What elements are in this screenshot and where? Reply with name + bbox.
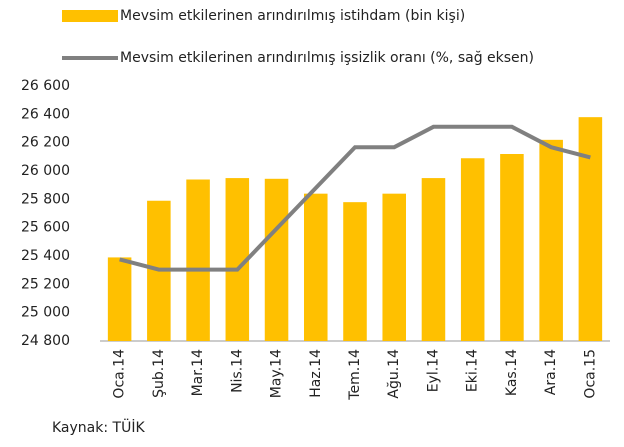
x-tick-label: Eyl.14	[425, 349, 441, 392]
source: Kaynak: TÜİK	[52, 418, 145, 436]
y-tick-label: 26 200	[21, 135, 70, 151]
x-tick-label: May.14	[269, 349, 285, 398]
y-tick-label: 25 800	[21, 191, 70, 207]
x-tick-label: Nis.14	[229, 349, 245, 393]
legend-label: Mevsim etkilerinen arındırılmış istihdam…	[120, 8, 465, 24]
legend-label: Mevsim etkilerinen arındırılmış işsizlik…	[120, 50, 534, 66]
x-tick-label: Şub.14	[151, 349, 167, 398]
bar	[421, 178, 446, 341]
bar	[578, 117, 603, 342]
y-tick-label: 25 000	[21, 305, 70, 321]
bar	[225, 178, 250, 341]
y-tick-label: 25 600	[21, 220, 70, 236]
bar	[107, 257, 132, 341]
bar	[382, 193, 406, 341]
line	[119, 124, 591, 272]
x-tick-label: Haz.14	[308, 349, 324, 398]
y-tick-label: 25 400	[21, 248, 70, 264]
x-tick-label: Ara.14	[543, 349, 559, 395]
legend-swatch	[62, 10, 118, 22]
x-tick-label: Mar.14	[190, 349, 206, 396]
x-tick-label: Oca.14	[112, 349, 128, 399]
bar	[539, 139, 563, 341]
bar	[304, 193, 328, 341]
x-tick-label: Ağu.14	[386, 349, 402, 399]
bar	[343, 202, 367, 341]
y-tick-label: 25 200	[21, 276, 70, 292]
y-tick-label: 26 000	[21, 163, 70, 179]
x-tick-label: Kas.14	[504, 349, 520, 396]
x-tick-label: Tem.14	[347, 349, 363, 401]
bar	[264, 178, 289, 341]
y-tick-label: 26 400	[21, 106, 70, 122]
bar	[186, 179, 210, 341]
bar	[500, 154, 524, 341]
bar	[460, 158, 485, 341]
x-tick-label: Eki.14	[465, 349, 481, 392]
y-tick-label: 26 600	[21, 78, 70, 94]
y-tick-label: 24 800	[21, 333, 70, 349]
x-tick-label: Oca.15	[582, 349, 598, 399]
